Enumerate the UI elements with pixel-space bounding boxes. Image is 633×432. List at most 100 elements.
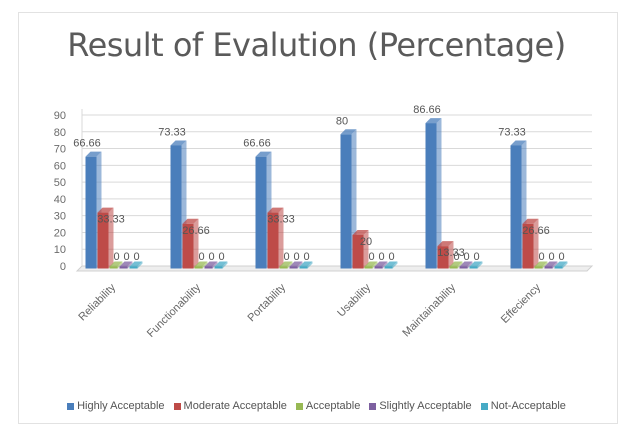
bar-top <box>194 261 208 267</box>
bar <box>109 266 118 269</box>
data-label: 0 <box>388 251 394 263</box>
bar <box>459 266 468 269</box>
category-label: Effeciency <box>499 281 544 326</box>
data-label: 0 <box>538 251 544 263</box>
bar <box>204 266 213 269</box>
bar <box>129 266 138 269</box>
data-label: 0 <box>293 251 299 263</box>
data-label: 0 <box>558 251 564 263</box>
bar-top <box>437 241 454 247</box>
bar-side <box>307 261 313 269</box>
legend-label: Not-Acceptable <box>490 400 566 412</box>
data-label: 0 <box>133 251 139 263</box>
legend-label: Highly Acceptable <box>77 400 165 412</box>
category-label: Maintainability <box>400 281 458 339</box>
data-label: 73.33 <box>158 126 186 138</box>
bar <box>384 266 393 269</box>
bar-top <box>449 261 463 267</box>
y-tick-label: 20 <box>54 227 66 239</box>
legend-label: Slightly Acceptable <box>379 400 472 412</box>
bar <box>544 266 553 269</box>
data-label: 86.66 <box>413 104 441 116</box>
chart-title: Result of Evalution (Percentage) <box>67 26 566 64</box>
bar-side <box>382 261 388 269</box>
bar-top <box>299 261 313 267</box>
bar <box>214 266 223 269</box>
bar-top <box>109 261 123 267</box>
bar-side <box>117 261 123 269</box>
bar-side <box>448 241 454 269</box>
bar-side <box>202 261 208 269</box>
bar-side <box>363 229 369 269</box>
bar <box>522 223 534 269</box>
bar-top <box>289 261 303 267</box>
bar <box>85 156 97 269</box>
data-label: 0 <box>368 251 374 263</box>
bar-top <box>469 261 483 267</box>
bar <box>255 156 267 269</box>
bar-side <box>222 261 228 269</box>
data-label: 80 <box>336 115 348 127</box>
chart-frame <box>18 12 618 424</box>
legend-label: Acceptable <box>305 400 361 412</box>
data-label: 20 <box>360 236 372 248</box>
data-label: 0 <box>208 251 214 263</box>
bar-side <box>278 207 284 269</box>
bar-top <box>459 261 473 267</box>
bar-side <box>562 261 568 269</box>
y-tick-label: 40 <box>54 194 66 206</box>
bar-side <box>552 261 558 269</box>
data-label: 0 <box>123 251 129 263</box>
y-tick-label: 30 <box>54 211 66 223</box>
bar-top <box>364 261 378 267</box>
bar-side <box>533 218 539 269</box>
bar-top <box>340 129 357 135</box>
bar-top <box>85 151 102 157</box>
bar-top <box>374 261 388 267</box>
chart-legend: Highly Acceptable Moderate Acceptable Acce… <box>0 400 633 412</box>
data-label: 26.66 <box>522 225 550 237</box>
legend-item: Acceptable <box>295 400 361 412</box>
bar <box>554 266 563 269</box>
bar-top <box>510 140 527 146</box>
category-label: Functionability <box>145 281 204 340</box>
bar-top <box>352 229 369 235</box>
bar-side <box>108 207 114 269</box>
bar-top <box>182 218 199 224</box>
legend-label: Moderate Acceptable <box>183 400 287 412</box>
bar <box>534 266 543 269</box>
bar-top <box>255 151 272 157</box>
bar-top <box>522 218 539 224</box>
legend-swatch <box>480 402 488 410</box>
bar-side <box>457 261 463 269</box>
bar-top <box>119 261 133 267</box>
data-label: 0 <box>303 251 309 263</box>
y-tick-label: 80 <box>54 127 66 139</box>
bar-side <box>477 261 483 269</box>
bar-side <box>127 261 133 269</box>
legend-item: Not-Acceptable <box>480 400 566 412</box>
bar <box>97 212 109 269</box>
y-tick-label: 10 <box>54 244 66 256</box>
bar-side <box>297 261 303 269</box>
legend-item: Slightly Acceptable <box>369 400 472 412</box>
legend-item: Highly Acceptable <box>67 400 165 412</box>
bar-side <box>287 261 293 269</box>
data-label: 0 <box>463 251 469 263</box>
data-label: 33.33 <box>97 214 125 226</box>
bar <box>267 212 279 269</box>
bar-top <box>425 118 442 124</box>
data-label: 0 <box>283 251 289 263</box>
bar-side <box>392 261 398 269</box>
y-tick-label: 70 <box>54 144 66 156</box>
bar-side <box>137 261 143 269</box>
bar-side <box>436 118 442 269</box>
data-label: 0 <box>548 251 554 263</box>
bar-top <box>534 261 548 267</box>
bar <box>437 246 449 269</box>
y-tick-label: 60 <box>54 160 66 172</box>
category-label: Usability <box>335 281 373 319</box>
bar <box>340 134 352 269</box>
data-label: 0 <box>378 251 384 263</box>
